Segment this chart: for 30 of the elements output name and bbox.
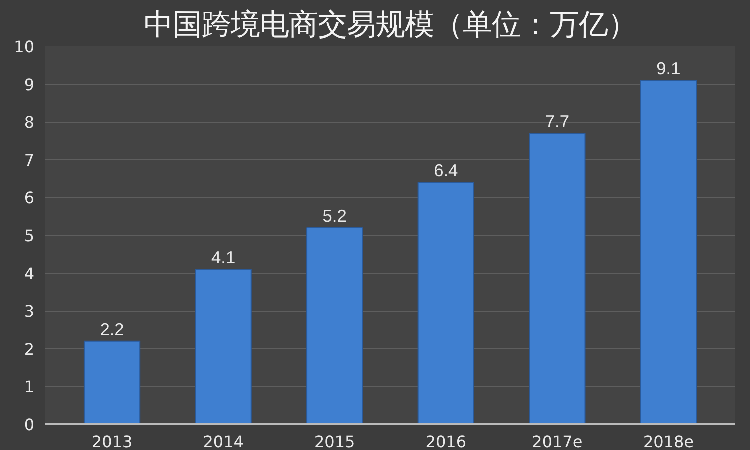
y-tick-label: 9 (24, 75, 35, 94)
data-label: 4.1 (212, 248, 236, 268)
y-tick-label: 3 (24, 302, 35, 322)
bar (84, 340, 141, 424)
y-tick-label: 10 (14, 38, 34, 56)
x-tick-label: 2017e (532, 432, 583, 450)
x-tick-label: 2013 (92, 432, 133, 450)
y-tick-label: 1 (24, 378, 35, 397)
data-label: 7.7 (545, 111, 570, 132)
data-label: 9.1 (656, 58, 681, 79)
y-tick-label: 5 (24, 226, 35, 246)
bar (418, 182, 474, 424)
data-label: 6.4 (434, 160, 459, 181)
chart-title: 中国跨境电商交易规模（单位：万亿） (144, 8, 637, 42)
y-tick-label: 0 (24, 416, 35, 434)
y-tick-label: 2 (24, 340, 35, 359)
bar (640, 80, 698, 424)
bar (195, 269, 252, 424)
x-tick-label: 2018e (643, 432, 694, 450)
y-tick-label: 4 (24, 264, 35, 284)
x-tick-label: 2014 (203, 432, 244, 450)
bar (306, 227, 364, 424)
data-label: 2.2 (100, 319, 124, 340)
x-tick-label: 2015 (314, 432, 356, 450)
y-tick-label: 6 (24, 188, 35, 208)
y-tick-label: 8 (24, 113, 35, 132)
data-label: 5.2 (322, 206, 347, 226)
y-tick-label: 7 (24, 150, 35, 170)
bar (529, 132, 586, 424)
x-tick-label: 2016 (426, 432, 467, 450)
